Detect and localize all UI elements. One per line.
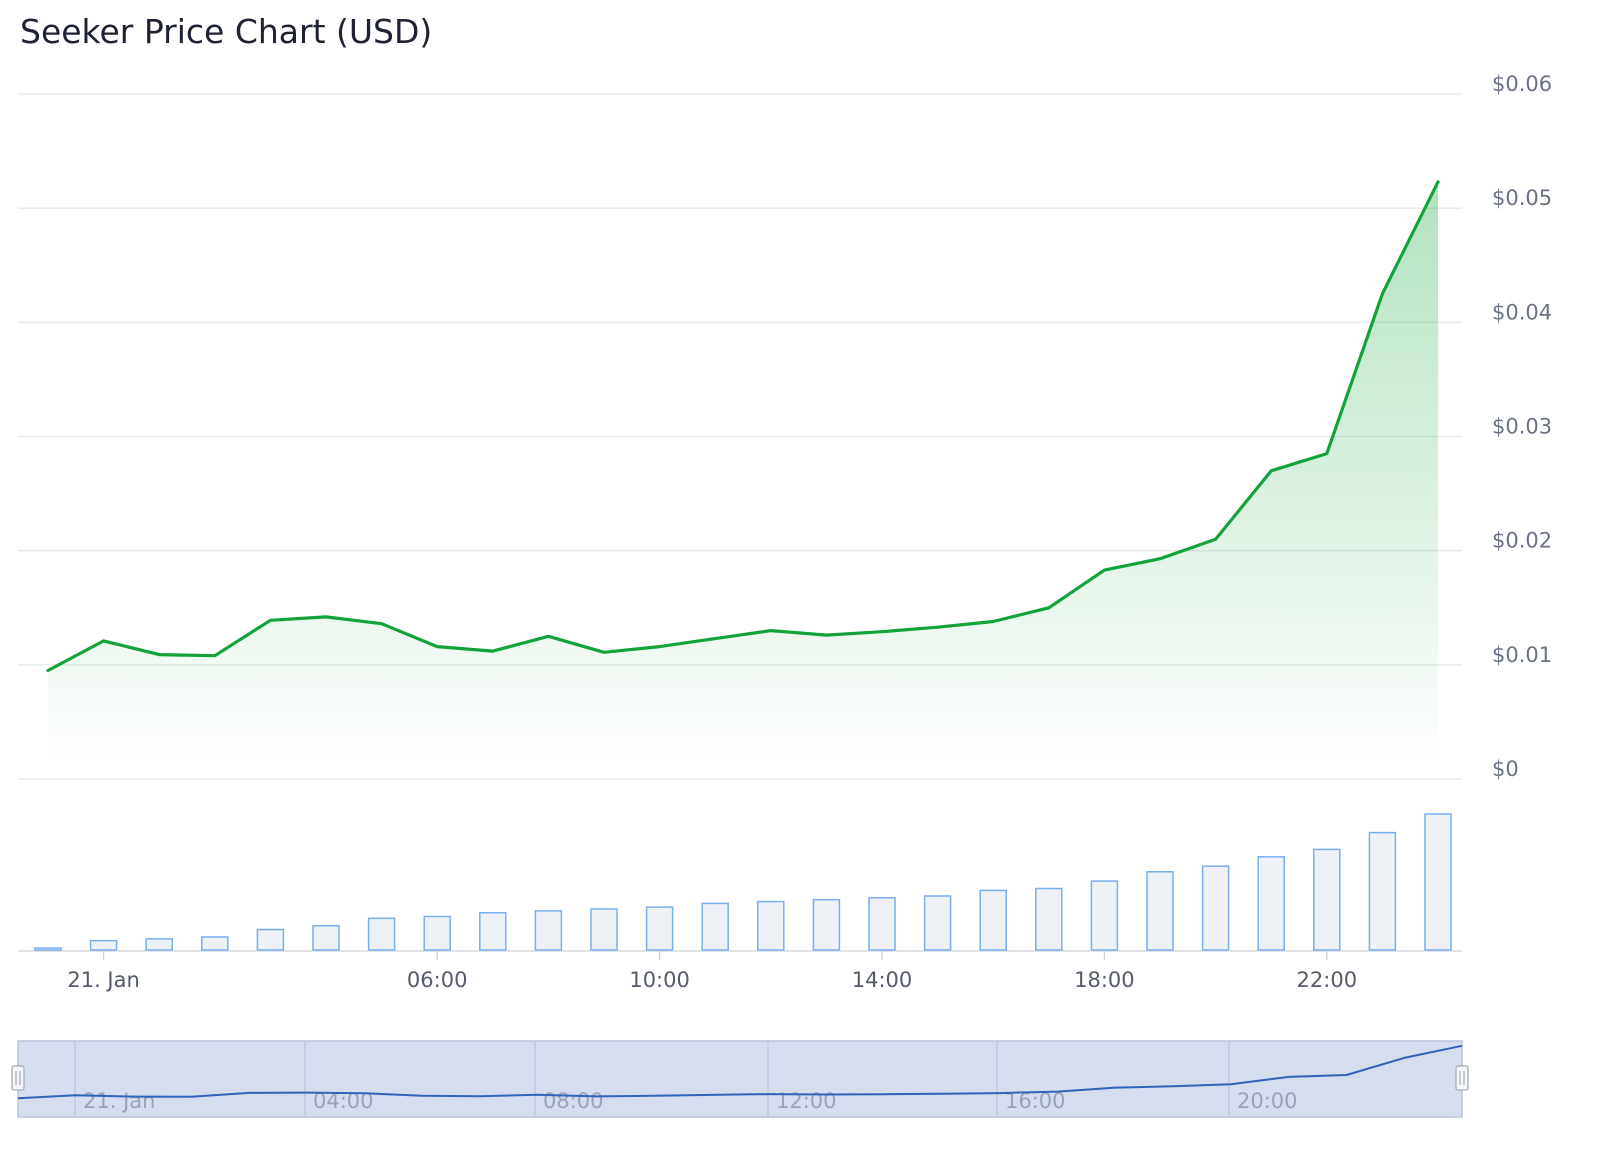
navigator-tick-label: 08:00	[543, 1089, 604, 1113]
x-axis: 21. Jan 06:00 10:00 14:00 18:00 22:00	[67, 951, 1357, 992]
navigator[interactable]: 21. Jan 04:00 08:00 12:00 16:00 20:00	[11, 1040, 1469, 1118]
y-tick-label: $0.03	[1492, 415, 1552, 439]
volume-bar[interactable]	[201, 936, 229, 951]
navigator-tick-label: 20:00	[1237, 1089, 1298, 1113]
navigator-line	[17, 1044, 1463, 1100]
chart-title: Seeker Price Chart (USD)	[20, 12, 433, 51]
volume-bar[interactable]	[256, 928, 285, 951]
volume-bar[interactable]	[312, 925, 340, 951]
x-tick-label: 22:00	[1297, 968, 1358, 992]
price-line[interactable]	[46, 180, 1440, 673]
y-tick-label: $0	[1492, 757, 1519, 781]
volume-bar[interactable]	[923, 895, 952, 951]
x-tick-label: 10:00	[629, 968, 690, 992]
volume-bar[interactable]	[145, 938, 173, 951]
volume-bars	[18, 813, 1462, 952]
volume-bar[interactable]	[1257, 856, 1285, 951]
y-tick-label: $0.05	[1492, 186, 1552, 210]
navigator-right-handle[interactable]	[1455, 1065, 1469, 1091]
y-tick-label: $0.04	[1492, 300, 1552, 324]
volume-bar[interactable]	[1368, 831, 1397, 951]
volume-bar[interactable]	[868, 897, 896, 951]
volume-bar[interactable]	[1201, 865, 1230, 951]
volume-bar[interactable]	[367, 917, 396, 951]
volume-bar[interactable]	[1035, 887, 1063, 951]
volume-bar[interactable]	[1424, 813, 1452, 951]
navigator-tick-label: 12:00	[776, 1089, 837, 1113]
volume-bar[interactable]	[423, 915, 451, 951]
price-area-fill	[48, 181, 1438, 771]
navigator-window[interactable]	[17, 1040, 1463, 1118]
volume-bar[interactable]	[1146, 871, 1174, 951]
volume-bar[interactable]	[645, 906, 674, 951]
navigator-tick-label: 21. Jan	[83, 1089, 155, 1113]
volume-bar[interactable]	[979, 889, 1007, 951]
volume-bar[interactable]	[534, 910, 563, 951]
y-tick-label: $0.01	[1492, 643, 1552, 667]
volume-bar[interactable]	[1090, 880, 1119, 951]
y-axis: $0 $0.01 $0.02 $0.03 $0.04 $0.05 $0.06	[1492, 72, 1552, 781]
navigator-left-handle[interactable]	[11, 1065, 25, 1091]
volume-bar[interactable]	[701, 902, 729, 951]
price-area	[46, 180, 1440, 771]
volume-bar[interactable]	[34, 947, 62, 951]
x-tick-label: 21. Jan	[67, 968, 139, 992]
x-tick-label: 06:00	[407, 968, 468, 992]
volume-bar[interactable]	[479, 911, 507, 951]
x-tick-label: 14:00	[852, 968, 913, 992]
y-tick-label: $0.02	[1492, 529, 1552, 553]
volume-bar[interactable]	[89, 939, 118, 951]
x-tick-label: 18:00	[1074, 968, 1135, 992]
volume-bar[interactable]	[812, 898, 841, 951]
volume-bar[interactable]	[1313, 848, 1341, 951]
volume-bar[interactable]	[590, 908, 618, 951]
volume-bar[interactable]	[757, 900, 785, 951]
y-tick-label: $0.06	[1492, 72, 1552, 96]
